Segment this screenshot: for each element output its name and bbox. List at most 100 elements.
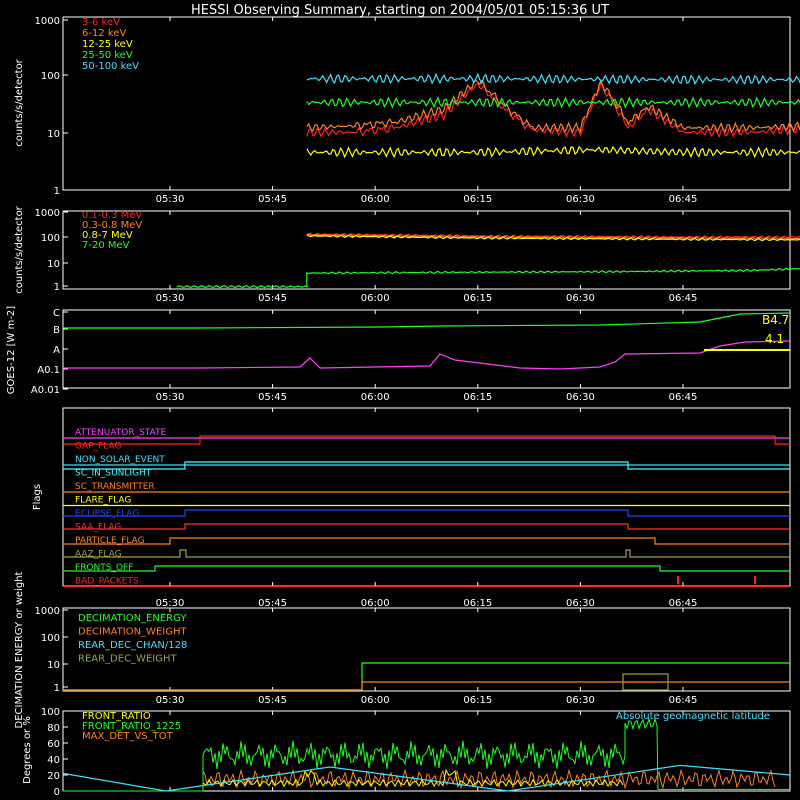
y-tick-label: 80 [47,723,60,734]
max-det-line [202,768,776,790]
y-tick-label: 1000 [35,16,60,27]
goes-annotation: 4.1 [765,332,784,346]
flag-label: BAD_PACKETS [75,577,139,587]
ylabel-decimation: DECIMATION ENERGY or weight [14,571,25,728]
panel-hxr-frame [62,16,791,191]
x-tick-label: 06:30 [566,392,595,403]
legend-entry: 0.1-0.3 MeV [82,210,142,221]
x-tick-label: 06:15 [463,598,492,609]
panel-gamma-frame [62,210,791,290]
x-tick-label: 06:45 [669,194,698,205]
x-tick-label: 06:30 [566,194,595,205]
flag-label: AAZ_FLAG [75,550,122,560]
series-layer [62,72,800,792]
legend-entry: Absolute geomagnetic latitude [616,711,770,722]
flag-label: SC_IN_SUNLIGHT [75,469,152,479]
y-tick-label: 10 [47,259,60,270]
y-tick-label: B [53,325,60,336]
y-tick-label: 100 [41,707,60,718]
x-tick-label: 05:30 [156,194,185,205]
x-tick-label: 06:30 [566,293,595,304]
figure-title: HESSI Observing Summary, starting on 200… [191,3,609,18]
x-tick-label: 06:00 [361,598,390,609]
legend-entry: MAX_DET_VS_TOT [82,731,174,742]
ylabel-hxr: counts/s/detector [14,58,25,146]
legend-entry: 0.3-0.8 MeV [82,220,142,231]
series-line [306,233,800,240]
flag-label: FLARE_FLAG [75,496,131,506]
flag-label: ATTENUATOR_STATE [75,428,167,438]
series-line [306,234,800,242]
flag-line [63,523,790,530]
x-tick-label: 05:30 [156,392,185,403]
y-tick-label: 20 [47,771,60,782]
legend-entry: FRONT_RATIO_1225 [82,721,181,732]
x-tick-label: 05:30 [156,695,185,706]
x-tick-label: 06:45 [669,695,698,706]
x-tick-label: 06:00 [361,392,390,403]
legend-entry: 6-12 keV [82,28,126,39]
x-tick-label: 05:45 [258,598,287,609]
series-line [306,232,800,239]
x-tick-label: 05:45 [258,392,287,403]
x-tick-label: 06:00 [361,695,390,706]
ylabel-ratio: Degrees or % [22,716,33,784]
goes-annotation: B4.7 [762,313,789,327]
flag-line [63,461,790,470]
y-tick-label: 1 [54,683,60,694]
panel-goes-frame [62,309,791,389]
x-tick-label: 06:45 [669,293,698,304]
flag-line [63,565,790,572]
legend-entry: REAR_DEC_WEIGHT [78,654,177,665]
flag-line [63,549,790,558]
ylabel-flags: Flags [32,484,43,510]
y-tick-label: 1 [54,282,60,293]
flag-label: FRONTS_OFF [75,563,133,573]
y-tick-label: 1000 [35,606,60,617]
ylabel-goes: GOES-12 [W m-2] [6,306,17,394]
y-tick-label: 60 [47,739,60,750]
geomag-latitude-line [62,764,791,792]
legend-entry: 25-50 keV [82,50,133,61]
x-tick-label: 06:00 [361,293,390,304]
panel-flags-frame [62,407,791,587]
legend-entry: 0.8-7 MeV [82,230,133,241]
x-tick-label: 05:30 [156,598,185,609]
x-tick-label: 05:45 [258,695,287,706]
series-line [306,72,800,86]
y-tick-label: 100 [41,71,60,82]
x-tick-label: 05:45 [258,194,287,205]
series-line [306,78,800,134]
y-tick-label: 100 [41,633,60,644]
x-tick-label: 06:45 [669,392,698,403]
x-tick-label: 06:30 [566,695,595,706]
legend-entry: 3-6 keV [82,17,120,28]
x-tick-label: 06:15 [463,392,492,403]
y-tick-label: 1 [54,186,60,197]
y-tick-label: A [53,345,60,356]
decimation-weight-line [63,681,790,691]
ylabel-gamma: counts/s/detector [14,205,25,293]
flag-label: SC_TRANSMITTER [75,482,155,492]
legend-entry: FRONT_RATIO [82,711,151,722]
x-tick-label: 06:45 [669,598,698,609]
flag-label: GAP_FLAG [75,442,121,452]
legend-entry: 12-25 keV [82,39,133,50]
axis-ticks-layer: 05:30 05:45 06:00 06:15 06:30 06:45 05:30 05:45… [31,16,698,798]
x-tick-label: 05:30 [156,293,185,304]
flag-label: PARTICLE_FLAG [75,536,145,546]
legend-entry: 7-20 MeV [82,240,130,251]
x-tick-label: 06:15 [463,194,492,205]
y-tick-label: 10 [47,660,60,671]
series-line [176,267,800,289]
y-tick-label: 10 [47,129,60,140]
x-tick-label: 06:30 [566,598,595,609]
flag-label: NON_SOLAR_EVENT [75,455,165,465]
y-tick-label: 0 [54,787,60,798]
x-tick-label: 06:15 [463,695,492,706]
front-ratio-1225-line [63,717,790,792]
decimation-energy-line [63,662,790,691]
series-line [306,145,800,159]
flag-line [63,435,790,445]
